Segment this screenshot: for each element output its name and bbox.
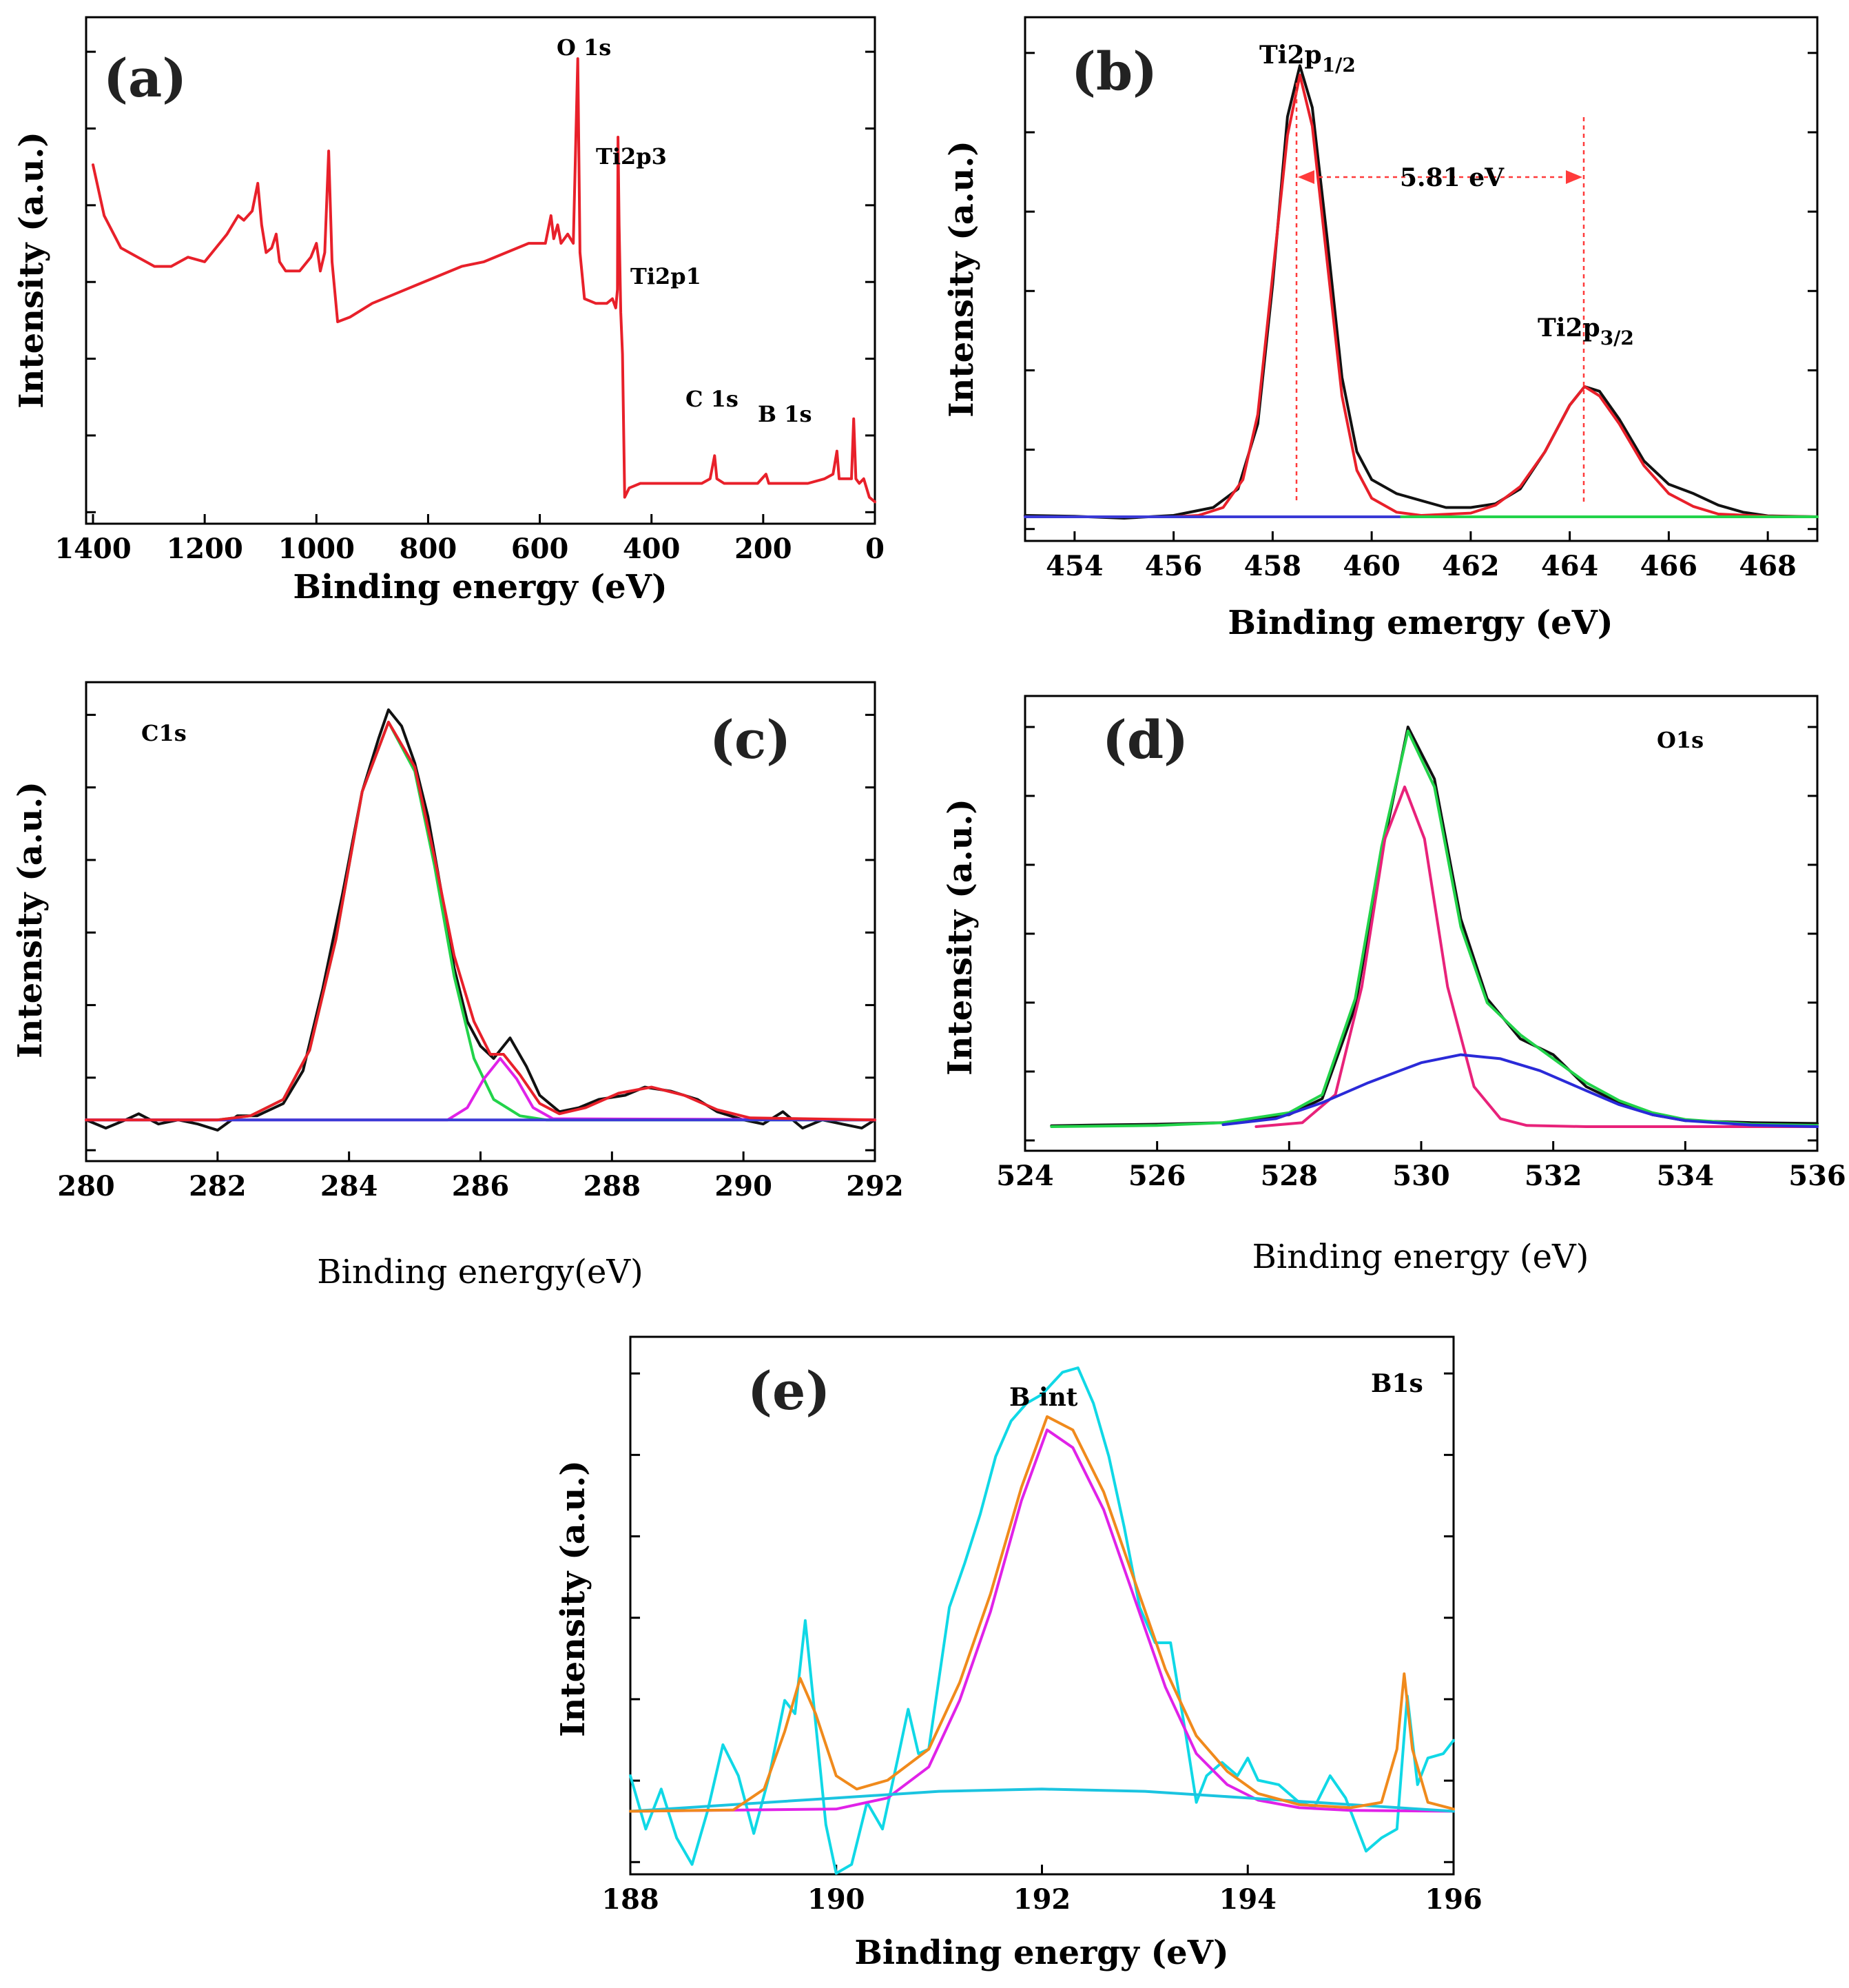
- panel-c-series-component-1: [216, 720, 876, 1122]
- panel-a-xtick-label: 200: [734, 533, 792, 565]
- panel-d-xlabel: Binding energy (eV): [1252, 1238, 1589, 1276]
- annotation-splitting: 5.81 eV: [1400, 163, 1505, 192]
- annotation-b1s: B 1s: [758, 401, 812, 427]
- panel-b-series-fit: [1024, 73, 1819, 518]
- panel-d-series-envelope: [1050, 729, 1819, 1128]
- splitting-arrow-right-head: [1566, 170, 1582, 184]
- panel-e-label: (e): [747, 1360, 830, 1422]
- panel-c-series-component-2: [85, 1057, 876, 1122]
- panel-c-xtick-label: 280: [57, 1170, 115, 1202]
- panel-a-survey: 1400 1200 1000 800 600 400 200 0 (a) O 1s Ti2p3…: [12, 16, 885, 606]
- panel-c-xlabel: Binding energy(eV): [317, 1253, 643, 1291]
- panel-a-ylabel: Intensity (a.u.): [12, 132, 51, 409]
- panel-d-xtick-label: 524: [996, 1160, 1054, 1192]
- panel-c-series-envelope: [85, 720, 876, 1122]
- panel-e-series-baseline: [629, 1787, 1455, 1813]
- panel-e-series-component-1: [629, 1428, 1455, 1813]
- panel-b-ylabel: Intensity (a.u.): [942, 141, 981, 418]
- panel-c-c1s: 280 282 284 286 288 290 292 (c) C1s Binding en…: [11, 681, 904, 1291]
- panel-a-xtick-label: 1200: [166, 533, 242, 565]
- panel-c-label: (c): [710, 709, 791, 770]
- panel-c-xtick-label: 292: [846, 1170, 904, 1202]
- panel-b-xtick-label: 454: [1046, 550, 1104, 582]
- panel-a-plot: 1400 1200 1000 800 600 400 200 0: [54, 50, 885, 565]
- panel-c-plot: 280 282 284 286 288 290 292: [57, 708, 904, 1202]
- panel-d-xtick-label: 534: [1657, 1160, 1715, 1192]
- panel-e-b1s: 188 190 192 194 196 (e) B int B1s Binding en…: [554, 1335, 1483, 1972]
- panel-b-frame: [1024, 16, 1819, 542]
- panel-a-label: (a): [103, 48, 187, 109]
- splitting-arrow-left-head: [1298, 170, 1314, 184]
- panel-b-series-raw: [1024, 64, 1819, 520]
- panel-b-xtick-label: 462: [1442, 550, 1500, 582]
- annotation-ti2p3: Ti2p3: [596, 143, 667, 170]
- panel-a-xtick-label: 800: [400, 533, 457, 565]
- annotation-c1s: C 1s: [685, 386, 738, 412]
- panel-c-xtick-label: 290: [714, 1170, 772, 1202]
- panel-d-series-component-2: [1221, 1053, 1819, 1128]
- panel-a-xtick-label: 0: [865, 533, 885, 565]
- panel-e-xtick-label: 190: [807, 1883, 865, 1916]
- panel-b-xtick-label: 468: [1739, 550, 1797, 582]
- annotation-b1s-panel: B1s: [1371, 1369, 1423, 1398]
- panel-a-xtick-label: 400: [623, 533, 681, 565]
- panel-a-xtick-label: 600: [511, 533, 569, 565]
- panel-e-xtick-label: 194: [1219, 1883, 1277, 1916]
- annotation-o1s-panel: O1s: [1657, 727, 1704, 753]
- panel-b-xtick-label: 460: [1343, 550, 1401, 582]
- panel-d-xtick-label: 530: [1392, 1160, 1450, 1192]
- panel-d-o1s: 524 526 528 530 532 534 536 (d) O1s Binding en…: [941, 695, 1846, 1276]
- panel-e-series-raw: [629, 1366, 1455, 1875]
- panel-b-label: (b): [1071, 41, 1157, 102]
- panel-e-series-envelope: [629, 1415, 1455, 1813]
- panel-d-xtick-label: 528: [1261, 1160, 1319, 1192]
- panel-b-xtick-label: 456: [1145, 550, 1203, 582]
- panel-d-label: (d): [1102, 709, 1188, 770]
- panel-c-xtick-label: 282: [189, 1170, 247, 1202]
- panel-b-ti2p: 454 456 458 460 462 464 466 468 (b) Ti2p1/2 Ti2…: [942, 16, 1819, 642]
- panel-b-xtick-label: 464: [1541, 550, 1599, 582]
- panel-a-xtick-label: 1000: [278, 533, 355, 565]
- panel-a-frame: [85, 16, 876, 525]
- annotation-ti2p-threehalf-main: Ti2p: [1538, 314, 1600, 342]
- annotation-ti2p-threehalf: Ti2p3/2: [1538, 314, 1634, 349]
- panel-d-series-component-1: [1254, 786, 1819, 1128]
- annotation-ti2p1: Ti2p1: [630, 263, 701, 289]
- panel-d-xtick-label: 532: [1525, 1160, 1582, 1192]
- panel-a-xtick-label: 1400: [54, 533, 131, 565]
- annotation-ti2p-half-main: Ti2p: [1259, 41, 1322, 70]
- panel-e-xtick-label: 188: [601, 1883, 659, 1916]
- annotation-ti2p-half-sub: 1/2: [1322, 54, 1356, 76]
- panel-e-xtick-label: 196: [1425, 1883, 1483, 1916]
- panel-b-xtick-label: 466: [1640, 550, 1698, 582]
- panel-a-xlabel: Binding energy (eV): [293, 568, 667, 606]
- panel-b-xtick-label: 458: [1244, 550, 1302, 582]
- panel-d-xtick-label: 526: [1128, 1160, 1186, 1192]
- panel-c-ylabel: Intensity (a.u.): [11, 781, 50, 1058]
- panel-d-xtick-label: 536: [1788, 1160, 1846, 1192]
- panel-c-xtick-label: 288: [583, 1170, 641, 1202]
- panel-e-xlabel: Binding energy (eV): [854, 1934, 1228, 1972]
- panel-d-plot: 524 526 528 530 532 534 536: [996, 726, 1846, 1192]
- panel-c-xtick-label: 286: [452, 1170, 510, 1202]
- panel-a-series-survey: [92, 57, 876, 504]
- panel-b-plot: 454 456 458 460 462 464 466 468: [1024, 52, 1819, 582]
- panel-e-xtick-label: 192: [1013, 1883, 1071, 1916]
- panel-e-plot: 188 190 192 194 196: [601, 1366, 1483, 1916]
- panel-d-ylabel: Intensity (a.u.): [941, 799, 980, 1076]
- annotation-b-int: B int: [1009, 1383, 1078, 1412]
- panel-c-xtick-label: 284: [320, 1170, 378, 1202]
- annotation-c1s-panel: C1s: [141, 720, 187, 746]
- panel-c-series-raw: [85, 708, 876, 1132]
- panel-e-ylabel: Intensity (a.u.): [554, 1460, 592, 1737]
- panel-b-xlabel: Binding emergy (eV): [1228, 604, 1613, 642]
- annotation-ti2p-half: Ti2p1/2: [1259, 41, 1356, 76]
- annotation-o1s: O 1s: [557, 34, 611, 61]
- panel-b-dashed-markers: [1295, 83, 1585, 504]
- annotation-ti2p-threehalf-sub: 3/2: [1600, 327, 1634, 349]
